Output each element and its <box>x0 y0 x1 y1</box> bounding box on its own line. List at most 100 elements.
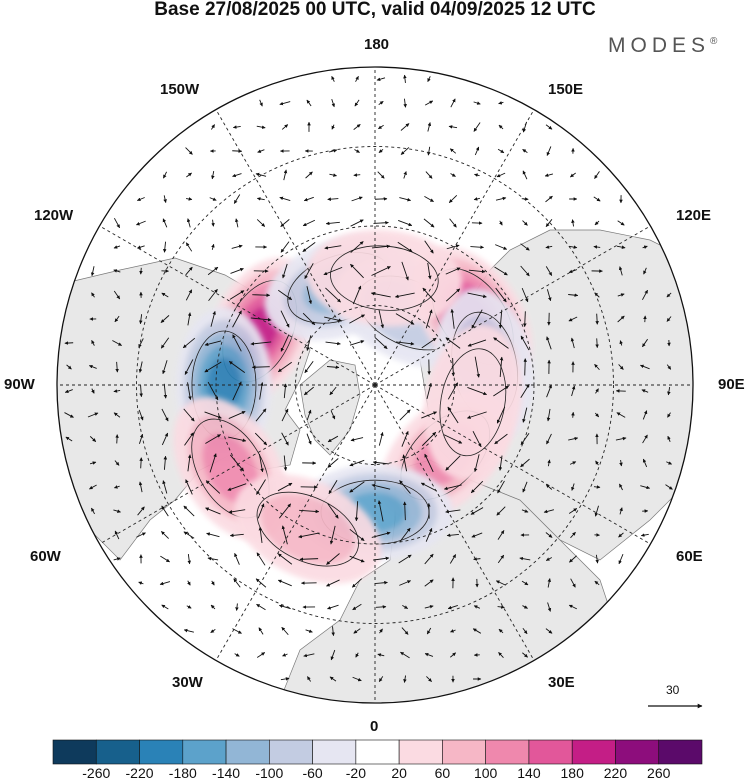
wind-vector <box>161 292 169 298</box>
wind-vector <box>522 652 528 658</box>
wind-vector <box>423 218 435 228</box>
wind-vector <box>546 289 552 302</box>
meridian-line <box>99 225 376 386</box>
colorbar-swatch <box>485 739 530 765</box>
lon-label-30w: 30W <box>172 674 203 691</box>
wind-vector <box>204 361 222 373</box>
colorbar-swatch <box>139 739 184 765</box>
wind-vector <box>666 364 672 370</box>
wind-vector <box>378 432 384 446</box>
wind-vector <box>163 171 167 179</box>
wind-vector <box>522 481 528 493</box>
colorbar-tick-label: 260 <box>647 765 671 781</box>
wind-vector <box>137 245 145 249</box>
wind-vector <box>377 500 384 522</box>
wind-vector <box>666 461 673 465</box>
colorbar-swatch <box>225 739 270 765</box>
wind-vector <box>424 579 434 587</box>
wind-vector <box>232 173 242 178</box>
wind-vector <box>424 240 434 254</box>
wind-vector <box>446 533 459 538</box>
wind-vector <box>374 580 388 585</box>
wind-vector <box>545 484 553 490</box>
wind-vector <box>113 509 121 513</box>
wind-vector <box>113 389 121 393</box>
wind-vector <box>397 241 413 253</box>
wind-vector <box>496 172 506 178</box>
wind-vector <box>161 604 169 610</box>
wind-vector <box>618 532 624 538</box>
wind-vector <box>211 243 215 250</box>
wind-vector <box>331 124 335 130</box>
wind-vector <box>471 532 483 538</box>
colorbar-tick-label: 140 <box>517 765 541 781</box>
wind-vector <box>163 383 168 399</box>
wind-vector <box>400 147 410 155</box>
wind-vector <box>521 287 529 303</box>
wind-vector <box>113 412 121 418</box>
wind-vector <box>467 339 487 347</box>
wind-vector <box>185 289 193 301</box>
wind-vector <box>232 310 242 328</box>
wind-vector <box>229 533 244 538</box>
wind-vector <box>279 604 291 610</box>
wind-vector <box>443 434 463 444</box>
wind-vector <box>395 341 415 346</box>
wind-vector <box>618 364 624 370</box>
wind-vector <box>371 266 391 276</box>
wind-vector <box>283 455 288 471</box>
wind-vector <box>256 125 266 129</box>
wind-vector <box>280 219 290 227</box>
wind-vector <box>252 293 271 297</box>
wind-vector <box>445 337 461 349</box>
wind-vector <box>205 434 221 444</box>
wind-vector <box>519 556 531 561</box>
wind-vector <box>187 454 192 472</box>
wind-vector <box>350 219 364 227</box>
wind-vector <box>162 241 167 253</box>
wind-vector <box>114 530 120 540</box>
wind-vector <box>187 580 191 586</box>
wind-vector <box>250 317 272 322</box>
colorbar-swatch <box>658 739 703 765</box>
wind-vector <box>493 337 509 349</box>
wind-vector <box>256 479 266 495</box>
wind-vector <box>185 479 193 495</box>
wind-vector <box>280 241 290 253</box>
wind-vector <box>378 676 384 682</box>
wind-vector <box>160 315 170 323</box>
wind-vector <box>210 604 216 610</box>
wind-vector <box>594 580 600 586</box>
wind-vector <box>327 435 339 443</box>
wind-vector <box>617 315 625 323</box>
wind-vector <box>569 461 577 465</box>
wind-vector <box>545 245 553 249</box>
wind-vector <box>353 173 361 177</box>
colorbar-tick-label: -100 <box>255 765 284 781</box>
wind-vector <box>328 479 338 495</box>
wind-vector <box>113 269 121 273</box>
wind-vector <box>64 389 73 393</box>
colorbar <box>52 739 703 765</box>
lon-label-180: 180 <box>364 36 390 53</box>
wind-vector <box>399 197 411 202</box>
wind-vector <box>569 555 577 563</box>
wind-vector <box>350 437 364 442</box>
wind-vector <box>325 341 341 346</box>
wind-vector <box>210 310 216 327</box>
lon-label-30e: 30E <box>548 674 575 691</box>
wind-vector <box>138 581 144 585</box>
wind-vector <box>89 484 97 490</box>
meridian-line <box>374 384 535 661</box>
wind-vector <box>545 628 553 634</box>
colorbar-swatch <box>615 739 660 765</box>
wind-vector <box>545 195 553 203</box>
wind-vector <box>401 261 409 281</box>
wind-vector <box>228 509 246 514</box>
wind-vector <box>595 554 599 564</box>
wind-vector <box>139 267 143 275</box>
wind-vector <box>568 245 578 249</box>
wind-vector <box>474 146 480 156</box>
lon-label-120e: 120E <box>676 207 712 224</box>
wind-vector <box>234 653 240 657</box>
